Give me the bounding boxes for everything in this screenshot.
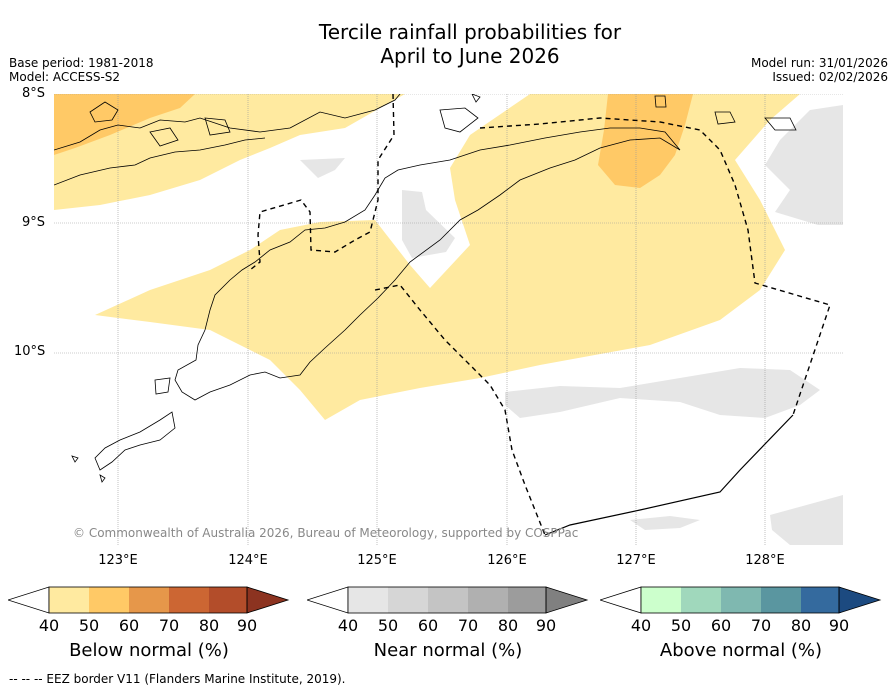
near-swatch-80-90 [508, 587, 548, 613]
colorbar-below-normal [8, 586, 290, 614]
lon-label-126e: 126°E [487, 553, 527, 568]
below-swatch-80-90 [209, 587, 249, 613]
lat-label-9s: 9°S [22, 215, 46, 230]
near-tick-80: 80 [497, 616, 519, 635]
near-tick-90: 90 [535, 616, 557, 635]
below-swatch-70-80 [169, 587, 209, 613]
below-tick-80: 80 [198, 616, 220, 635]
above-swatch-70-80 [761, 587, 801, 613]
above-tick-60: 60 [710, 616, 732, 635]
base-period: Base period: 1981-2018 [9, 56, 154, 70]
below-tick-90: 90 [236, 616, 258, 635]
above-swatch-40-50 [641, 587, 681, 613]
coastlines [54, 94, 797, 483]
below-normal-label: Below normal (%) [69, 640, 229, 661]
above-normal-lower-arrow [600, 586, 642, 614]
above-tick-80: 80 [790, 616, 812, 635]
below-swatch-60-70 [129, 587, 169, 613]
above-tick-40: 40 [630, 616, 652, 635]
issued-date: Issued: 02/02/2026 [772, 70, 888, 84]
eez-footnote: -- -- -- EEZ border V11 (Flanders Marine… [9, 672, 346, 686]
above-normal-label: Above normal (%) [659, 640, 823, 661]
model-run: Model run: 31/01/2026 [750, 56, 888, 70]
near-swatch-60-70 [428, 587, 468, 613]
eez-solid-segment [544, 414, 794, 536]
above-tick-90: 90 [828, 616, 850, 635]
near-tick-50: 50 [377, 616, 399, 635]
near-normal-upper-arrow [545, 586, 589, 614]
above-swatch-60-70 [721, 587, 761, 613]
below-tick-40: 40 [38, 616, 60, 635]
above-normal-upper-arrow [838, 586, 882, 614]
map-copyright: © Commonwealth of Australia 2026, Bureau… [73, 526, 578, 540]
below-swatch-50-60 [89, 587, 129, 613]
below-swatch-40-50 [49, 587, 89, 613]
above-swatch-50-60 [681, 587, 721, 613]
colorbar-above-normal [600, 586, 882, 614]
model-name: Model: ACCESS-S2 [9, 70, 121, 84]
map-panel: © Commonwealth of Australia 2026, Bureau… [54, 94, 843, 546]
near-tick-60: 60 [417, 616, 439, 635]
colorbar-near-normal [307, 586, 589, 614]
near-swatch-70-80 [468, 587, 508, 613]
near-swatch-50-60 [388, 587, 428, 613]
below-normal-swatches [49, 587, 249, 613]
below-tick-70: 70 [158, 616, 180, 635]
above-tick-50: 50 [670, 616, 692, 635]
above-tick-70: 70 [750, 616, 772, 635]
near-tick-70: 70 [457, 616, 479, 635]
map-title-line2: April to June 2026 [380, 44, 560, 68]
near-normal-label: Near normal (%) [373, 640, 523, 661]
lat-label-10s: 10°S [14, 344, 46, 359]
lon-label-127e: 127°E [616, 553, 656, 568]
lat-label-8s: 8°S [22, 86, 46, 101]
above-swatch-80-90 [801, 587, 841, 613]
near-swatch-40-50 [348, 587, 388, 613]
near-normal-lower-arrow [307, 586, 349, 614]
near-normal-swatches [348, 587, 548, 613]
below-normal-40-50-region [54, 94, 800, 420]
near-normal-40-50-region [300, 105, 843, 545]
lon-label-125e: 125°E [357, 553, 397, 568]
above-normal-swatches [641, 587, 841, 613]
map-title-line1: Tercile rainfall probabilities for [318, 20, 622, 44]
graticule [54, 94, 843, 546]
below-normal-upper-arrow [246, 586, 290, 614]
below-tick-50: 50 [78, 616, 100, 635]
below-normal-50-60-region [54, 94, 693, 188]
below-normal-lower-arrow [8, 586, 50, 614]
eez-border [249, 94, 831, 536]
below-tick-60: 60 [118, 616, 140, 635]
lon-label-123e: 123°E [98, 553, 138, 568]
near-tick-40: 40 [337, 616, 359, 635]
lon-label-124e: 124°E [228, 553, 268, 568]
lon-label-128e: 128°E [745, 553, 785, 568]
